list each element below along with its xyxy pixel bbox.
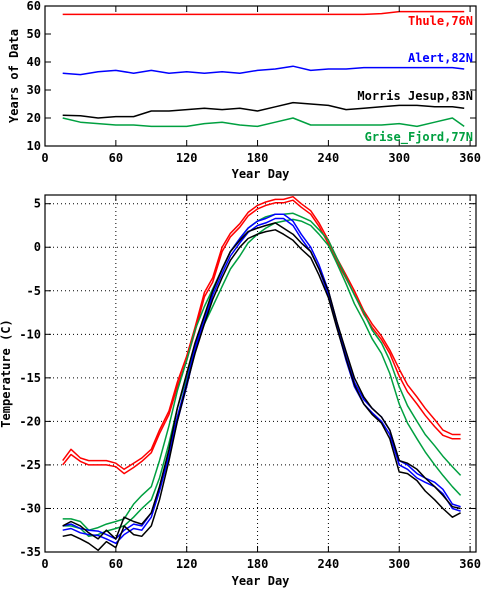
bottom-panel-temperature: 0 60 120 180 240 300 360 -35 -30 -25 -20 -15 -10 -5 0 5…	[0, 194, 481, 588]
x-tick-label: 120	[176, 557, 198, 571]
plot-frame	[44, 194, 477, 553]
series-line-alert-82n	[62, 65, 465, 76]
y-tick-label: 50	[27, 27, 41, 41]
x-tick-label: 240	[318, 151, 340, 165]
y-tick-label: 10	[27, 139, 41, 153]
x-tick-label: 240	[318, 557, 340, 571]
series-line-grise-fjord-77n	[62, 117, 465, 128]
series-line-morris-jesup-83n-upper	[62, 222, 461, 540]
y-axis-label: Years of Data	[7, 29, 21, 123]
y-axis-label: Temperature (C)	[0, 319, 13, 427]
x-tick-label: 300	[388, 557, 410, 571]
y-tick-label: 30	[27, 83, 41, 97]
x-axis-label: Year Day	[232, 574, 290, 588]
x-tick-label: 60	[109, 557, 123, 571]
x-tick-label: 180	[247, 557, 269, 571]
x-tick-label: 180	[247, 151, 269, 165]
top-panel-years-of-data: 0 60 120 180 240 300 360 10 20 30 40 50 60 Year Day Ye…	[7, 0, 481, 181]
plot-frame	[44, 5, 477, 147]
series-line-morris-jesup-83n	[62, 101, 465, 119]
y-tick-label: 40	[27, 55, 41, 69]
y-tick-label: 60	[27, 0, 41, 13]
x-tick-label: 300	[388, 151, 410, 165]
y-tick-label: -20	[19, 414, 41, 428]
series-line-thule-76n	[62, 10, 465, 16]
y-tick-label: -30	[19, 501, 41, 515]
series-line-thule-76n-upper	[62, 195, 461, 471]
y-tick-label: -5	[27, 284, 41, 298]
y-tick-label: 20	[27, 111, 41, 125]
series-label-morris-jesup-83n: Morris Jesup,83N	[357, 89, 473, 103]
x-tick-label: 120	[176, 151, 198, 165]
series-line-grise-fjord-77n-lower	[62, 218, 462, 538]
x-tick-label: 0	[41, 557, 48, 571]
x-tick-label: 360	[459, 151, 481, 165]
y-tick-label: 0	[34, 240, 41, 254]
x-axis-label: Year Day	[232, 167, 290, 181]
series-line-grise-fjord-77n-upper	[62, 212, 462, 531]
series-line-alert-82n-lower	[62, 217, 461, 545]
x-tick-label: 0	[41, 151, 48, 165]
x-tick-label: 360	[459, 557, 481, 571]
y-tick-label: 5	[34, 197, 41, 211]
series-line-alert-82n-upper	[62, 213, 461, 540]
x-tick-label: 60	[109, 151, 123, 165]
y-tick-label: -10	[19, 327, 41, 341]
y-tick-label: -15	[19, 371, 41, 385]
series-label-grise-fjord-77n: Grise_Fjord,77N	[365, 130, 473, 145]
series-line-thule-76n-lower	[62, 199, 461, 475]
series-line-morris-jesup-83n-lower	[62, 229, 461, 552]
y-tick-label: -25	[19, 458, 41, 472]
y-tick-label: -35	[19, 545, 41, 559]
series-label-alert-82n: Alert,82N	[408, 51, 473, 65]
series-label-thule-76n: Thule,76N	[408, 14, 473, 28]
